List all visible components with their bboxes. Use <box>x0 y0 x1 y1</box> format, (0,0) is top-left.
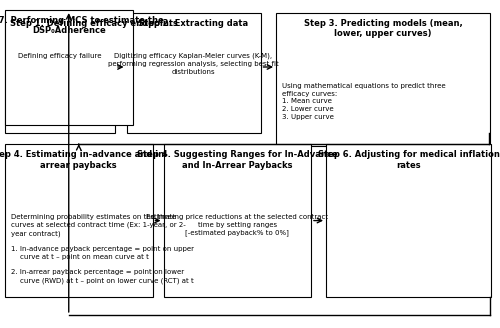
Text: Using mathematical equations to predict three
efficacy curves:
1. Mean curve
2. : Using mathematical equations to predict … <box>282 83 446 120</box>
Text: Step 7. Performing MCS to estimate the
DSP₀Adherence: Step 7. Performing MCS to estimate the D… <box>0 16 164 35</box>
Bar <box>5 144 152 297</box>
Text: Step 1. Defining efficacy endpoints: Step 1. Defining efficacy endpoints <box>10 19 178 28</box>
Text: Step 4. Estimating in-advance and in-
arrear paybacks: Step 4. Estimating in-advance and in- ar… <box>0 150 168 170</box>
Bar <box>326 144 491 297</box>
Bar <box>5 13 115 133</box>
Bar <box>5 10 132 125</box>
Bar <box>276 13 490 146</box>
Text: Determining probability estimates on the three
curves at selected contract time : Determining probability estimates on the… <box>11 214 194 284</box>
Text: Step 2. Extracting data: Step 2. Extracting data <box>138 19 248 28</box>
Text: Defining efficacy failure: Defining efficacy failure <box>18 52 102 59</box>
Text: Step 6. Adjusting for medical inflation
rates: Step 6. Adjusting for medical inflation … <box>318 150 500 170</box>
Text: Estimating price reductions at the selected contract
time by setting ranges
[-es: Estimating price reductions at the selec… <box>146 214 328 236</box>
Text: Step 3. Predicting models (mean,
lower, upper curves): Step 3. Predicting models (mean, lower, … <box>304 19 462 38</box>
Text: Step 4. Suggesting Ranges for In-Advance
and In-Arrear Paybacks: Step 4. Suggesting Ranges for In-Advance… <box>137 150 338 170</box>
Text: Digitizing efficacy Kaplan-Meier curves (K-M),
performing regression analysis, s: Digitizing efficacy Kaplan-Meier curves … <box>108 52 279 74</box>
Bar <box>164 144 311 297</box>
Bar <box>126 13 260 133</box>
